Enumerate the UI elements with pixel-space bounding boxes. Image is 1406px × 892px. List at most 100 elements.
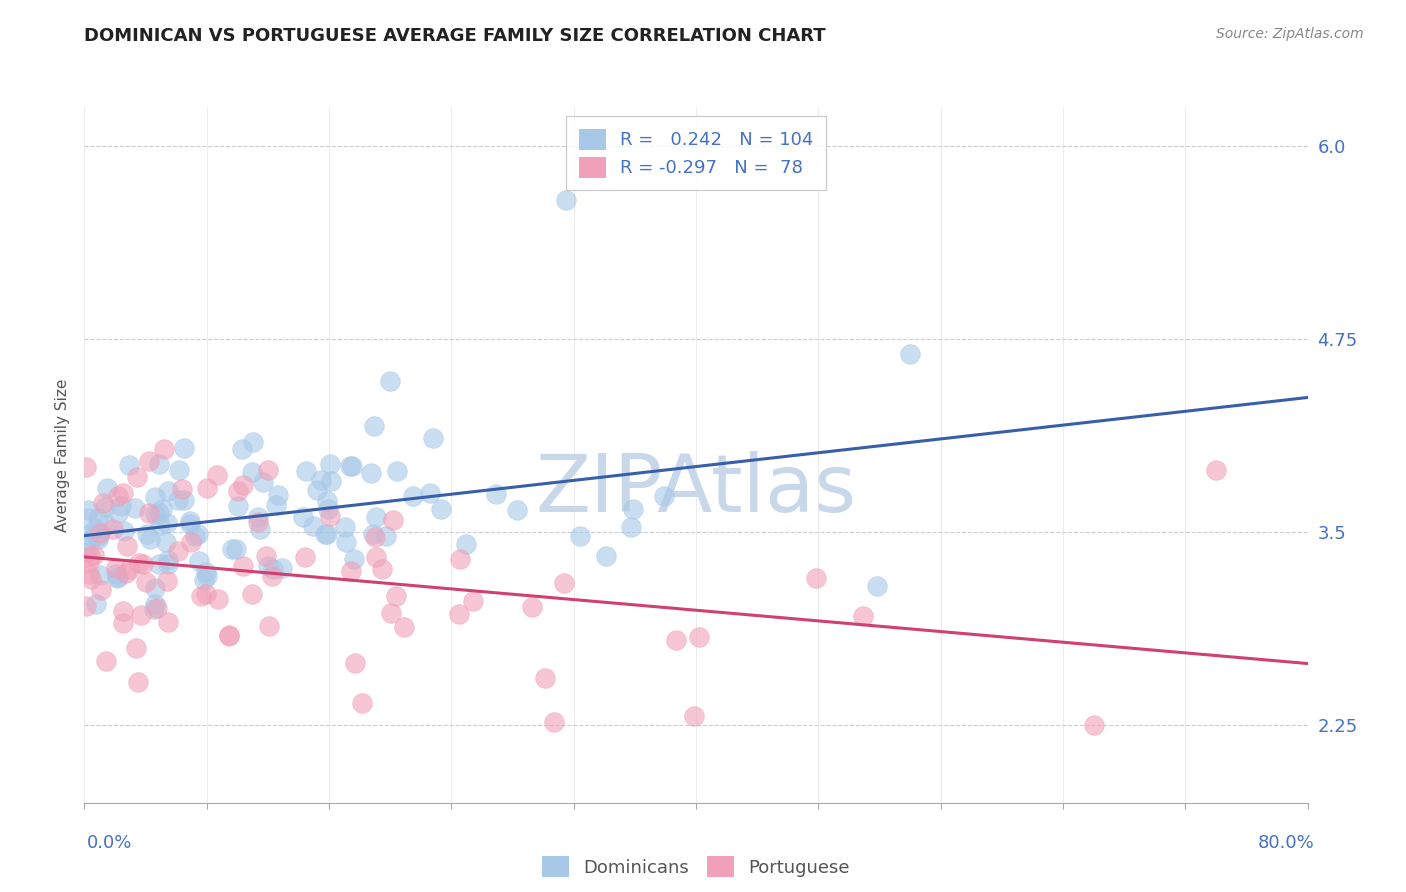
Point — [291, 510, 314, 524]
Point — [363, 419, 385, 434]
Point — [111, 486, 134, 500]
Point — [87, 529, 110, 543]
Point — [207, 468, 229, 483]
Point — [316, 502, 339, 516]
Point — [112, 524, 135, 538]
Point — [195, 481, 218, 495]
Point — [115, 566, 138, 580]
Point — [898, 347, 921, 361]
Legend: Dominicans, Portuguese: Dominicans, Portuguese — [534, 849, 858, 884]
Point — [533, 672, 555, 686]
Point — [665, 633, 688, 648]
Point — [155, 535, 177, 549]
Point — [242, 435, 264, 450]
Point — [96, 481, 118, 495]
Point — [156, 615, 179, 630]
Point — [319, 457, 342, 471]
Point — [218, 627, 240, 641]
Point — [246, 510, 269, 524]
Point — [125, 640, 148, 655]
Point — [378, 374, 401, 388]
Point — [246, 516, 269, 530]
Point — [104, 566, 127, 581]
Point — [167, 463, 190, 477]
Point — [107, 506, 129, 520]
Point — [422, 431, 444, 445]
Point — [84, 597, 107, 611]
Point — [118, 458, 141, 472]
Point — [804, 571, 827, 585]
Point — [360, 466, 382, 480]
Point — [228, 500, 250, 514]
Point — [80, 572, 103, 586]
Point — [270, 561, 292, 575]
Point — [77, 528, 100, 542]
Point — [569, 529, 592, 543]
Point — [190, 589, 212, 603]
Point — [343, 656, 366, 670]
Point — [225, 542, 247, 557]
Point — [90, 582, 112, 597]
Point — [143, 602, 166, 616]
Point — [683, 709, 706, 723]
Point — [463, 593, 485, 607]
Point — [77, 503, 100, 517]
Point — [364, 530, 387, 544]
Point — [173, 442, 195, 456]
Point — [86, 528, 108, 542]
Point — [387, 464, 409, 478]
Point — [340, 459, 363, 474]
Point — [392, 620, 415, 634]
Point — [314, 527, 336, 541]
Point — [107, 489, 129, 503]
Point — [231, 478, 253, 492]
Point — [77, 510, 100, 524]
Point — [83, 521, 105, 535]
Point — [553, 576, 575, 591]
Point — [83, 548, 105, 562]
Point — [865, 579, 887, 593]
Point — [319, 508, 342, 523]
Point — [157, 557, 180, 571]
Point — [156, 516, 179, 530]
Point — [79, 549, 101, 563]
Point — [195, 565, 218, 579]
Point — [143, 491, 166, 505]
Point — [195, 568, 218, 582]
Point — [595, 549, 617, 563]
Point — [77, 533, 100, 548]
Point — [506, 503, 529, 517]
Point — [75, 460, 97, 475]
Point — [256, 462, 278, 476]
Point — [207, 592, 229, 607]
Point — [262, 562, 284, 576]
Point — [127, 675, 149, 690]
Point — [449, 552, 471, 566]
Point — [371, 562, 394, 576]
Point — [149, 518, 172, 533]
Point — [111, 604, 134, 618]
Point — [335, 535, 357, 549]
Point — [259, 619, 281, 633]
Point — [120, 562, 142, 576]
Point — [101, 522, 124, 536]
Point — [366, 550, 388, 565]
Point — [260, 569, 283, 583]
Text: Source: ZipAtlas.com: Source: ZipAtlas.com — [1216, 27, 1364, 41]
Point — [153, 442, 176, 456]
Point — [76, 545, 98, 559]
Point — [1083, 718, 1105, 732]
Point — [110, 499, 132, 513]
Point — [652, 489, 675, 503]
Point — [350, 696, 373, 710]
Point — [156, 484, 179, 499]
Point — [150, 501, 173, 516]
Point — [138, 454, 160, 468]
Point — [184, 529, 207, 543]
Point — [315, 526, 337, 541]
Point — [94, 517, 117, 532]
Point — [267, 487, 290, 501]
Point — [555, 193, 578, 207]
Point — [143, 581, 166, 595]
Text: 80.0%: 80.0% — [1258, 834, 1315, 852]
